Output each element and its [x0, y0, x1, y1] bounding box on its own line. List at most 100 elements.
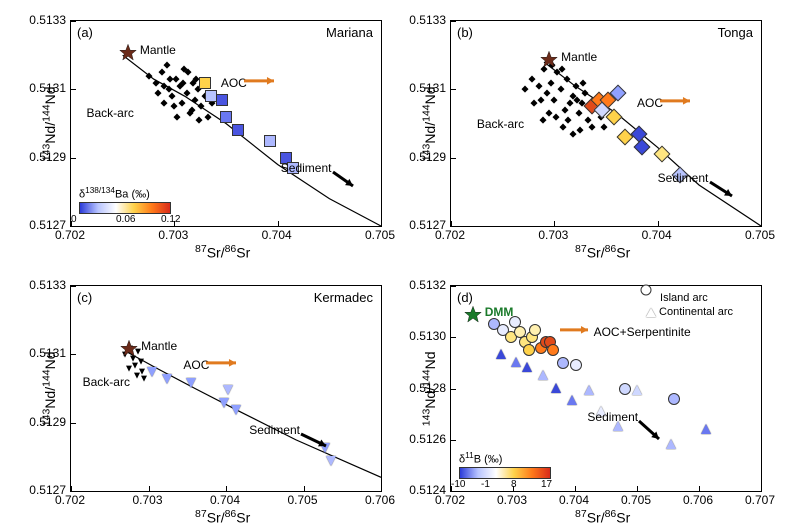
xtick-label: 0.706 — [360, 493, 400, 507]
xtick-label: 0.703 — [533, 228, 573, 242]
ytick-label: 0.5132 — [409, 278, 446, 292]
star-marker — [464, 305, 482, 328]
data-point — [666, 439, 676, 449]
plot-area: (d) DMM AOC+Serpentinite Sediment δ11B (‰)… — [450, 285, 762, 492]
ytick-label: 0.5133 — [29, 278, 66, 292]
data-point — [223, 385, 233, 395]
xtick-label: 0.703 — [153, 228, 193, 242]
xtick-label: 0.703 — [128, 493, 168, 507]
ylabel: 143Nd/144Nd — [41, 351, 59, 426]
annotation: Back-arc — [87, 106, 134, 120]
data-point — [646, 308, 656, 317]
ylabel: 143Nd/144Nd — [421, 86, 439, 161]
data-point — [632, 385, 642, 395]
data-point — [232, 124, 244, 136]
colorbar-tick: 8 — [511, 479, 517, 490]
annotation: Sediment — [281, 161, 332, 175]
data-point — [511, 357, 521, 367]
xtick-label: 0.704 — [205, 493, 245, 507]
xtick-label: 0.706 — [678, 493, 718, 507]
legend-item: Continental arc — [646, 306, 733, 318]
data-point — [220, 111, 232, 123]
data-point — [522, 362, 532, 372]
star-marker — [120, 339, 138, 362]
star-marker — [119, 44, 137, 67]
data-point — [216, 94, 228, 106]
colorbar — [79, 202, 171, 214]
star-label: Mantle — [561, 50, 597, 64]
xtick-label: 0.705 — [283, 493, 323, 507]
xtick-label: 0.705 — [616, 493, 656, 507]
xtick-label: 0.704 — [554, 493, 594, 507]
data-point — [139, 369, 145, 375]
xtick-label: 0.707 — [740, 493, 780, 507]
data-point — [326, 456, 336, 466]
annotation: Sediment — [249, 423, 300, 437]
ytick-label: 0.5126 — [409, 432, 446, 446]
data-point — [147, 367, 157, 377]
data-point — [523, 344, 535, 356]
colorbar — [459, 467, 551, 479]
panel-d: (d) DMM AOC+Serpentinite Sediment δ11B (‰)… — [450, 285, 760, 490]
xtick-label: 0.702 — [430, 493, 470, 507]
annotation: Sediment — [658, 171, 709, 185]
colorbar-tick: 0 — [71, 214, 77, 225]
data-point — [138, 359, 144, 365]
xlabel: 87Sr/86Sr — [195, 508, 250, 526]
xtick-label: 0.702 — [50, 228, 90, 242]
data-point — [529, 324, 541, 336]
data-point — [547, 344, 559, 356]
data-point — [219, 398, 229, 408]
data-point — [570, 359, 582, 371]
xlabel: 87Sr/86Sr — [195, 243, 250, 261]
colorbar-tick: 17 — [541, 479, 552, 490]
colorbar-tick: -10 — [451, 479, 465, 490]
ytick-label: 0.5133 — [29, 13, 66, 27]
legend-label: Island arc — [657, 292, 708, 304]
figure-root: (a)MarianaMantleBack-arcAOC Sediment δ13… — [0, 0, 800, 530]
annotation: Sediment — [587, 410, 638, 424]
data-point — [567, 395, 577, 405]
plot-area: (c)KermadecMantleBack-arcAOC Sediment — [70, 285, 382, 492]
star-label: DMM — [485, 305, 514, 319]
xtick-label: 0.702 — [430, 228, 470, 242]
data-point — [186, 378, 196, 388]
colorbar-label: δ138/134Ba (‰) — [79, 186, 150, 201]
ylabel: 143Nd/144Nd — [41, 86, 59, 161]
xtick-label: 0.703 — [492, 493, 532, 507]
data-point — [668, 393, 680, 405]
xtick-label: 0.705 — [360, 228, 400, 242]
star-marker — [540, 51, 558, 74]
colorbar-tick: -1 — [481, 479, 490, 490]
data-point — [264, 135, 276, 147]
plot-area: (b)TongaMantleBack-arcAOC Sediment — [450, 20, 762, 227]
star-label: Mantle — [141, 339, 177, 353]
data-point — [199, 77, 211, 89]
data-point — [557, 357, 569, 369]
panel-label: (d) — [457, 290, 473, 305]
data-point — [584, 385, 594, 395]
xtick-label: 0.704 — [637, 228, 677, 242]
data-point — [538, 370, 548, 380]
xtick-label: 0.704 — [257, 228, 297, 242]
xlabel: 87Sr/86Sr — [575, 243, 630, 261]
data-point — [551, 383, 561, 393]
annotation: AOC+Serpentinite — [594, 325, 691, 339]
ytick-label: 0.5133 — [409, 13, 446, 27]
data-point — [619, 383, 631, 395]
data-point — [205, 90, 217, 102]
data-point — [496, 349, 506, 359]
colorbar-label: δ11B (‰) — [459, 451, 502, 466]
colorbar-tick: 0.06 — [116, 214, 135, 225]
panel-c: (c)KermadecMantleBack-arcAOC Sediment — [70, 285, 380, 490]
legend-item: Island arc — [646, 290, 708, 304]
plot-area: (a)MarianaMantleBack-arcAOC Sediment δ13… — [70, 20, 382, 227]
xlabel: 87Sr/86Sr — [575, 508, 630, 526]
data-point — [162, 374, 172, 384]
star-label: Mantle — [140, 43, 176, 57]
xtick-label: 0.705 — [740, 228, 780, 242]
legend-label: Continental arc — [656, 306, 733, 318]
data-point — [701, 424, 711, 434]
panel-a: (a)MarianaMantleBack-arcAOC Sediment δ13… — [70, 20, 380, 225]
data-point — [641, 285, 652, 296]
